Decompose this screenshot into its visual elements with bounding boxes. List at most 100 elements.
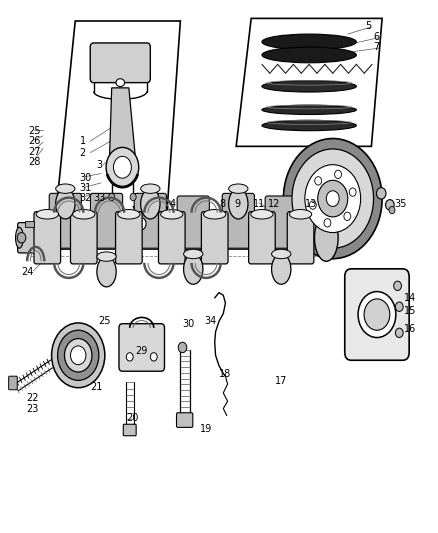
Circle shape xyxy=(394,281,401,290)
Circle shape xyxy=(385,200,394,210)
Text: 34: 34 xyxy=(204,317,216,326)
FancyBboxPatch shape xyxy=(177,196,209,248)
Text: 22: 22 xyxy=(26,393,39,403)
FancyBboxPatch shape xyxy=(134,193,166,248)
Text: 23: 23 xyxy=(26,403,38,414)
Circle shape xyxy=(109,193,115,201)
Text: 2: 2 xyxy=(79,148,86,158)
Text: 8: 8 xyxy=(219,199,225,209)
Ellipse shape xyxy=(262,34,357,50)
Ellipse shape xyxy=(118,209,140,219)
FancyBboxPatch shape xyxy=(265,196,297,248)
Ellipse shape xyxy=(56,189,75,219)
Ellipse shape xyxy=(262,47,357,63)
Circle shape xyxy=(315,176,321,185)
Ellipse shape xyxy=(290,209,312,219)
Text: 18: 18 xyxy=(219,369,231,378)
Text: 25: 25 xyxy=(28,126,40,136)
Circle shape xyxy=(130,193,136,201)
Circle shape xyxy=(136,217,146,230)
Ellipse shape xyxy=(141,184,160,193)
Circle shape xyxy=(377,188,386,199)
Circle shape xyxy=(283,139,382,259)
Circle shape xyxy=(324,219,331,227)
Polygon shape xyxy=(110,88,135,177)
Ellipse shape xyxy=(229,184,248,193)
Text: 24: 24 xyxy=(21,266,34,277)
FancyBboxPatch shape xyxy=(159,212,185,264)
Ellipse shape xyxy=(184,249,203,259)
Text: 9: 9 xyxy=(234,199,240,209)
FancyBboxPatch shape xyxy=(287,212,314,264)
Circle shape xyxy=(318,180,348,217)
Circle shape xyxy=(52,323,105,387)
Circle shape xyxy=(71,346,86,365)
Ellipse shape xyxy=(56,184,75,193)
Circle shape xyxy=(396,302,403,311)
Ellipse shape xyxy=(73,209,95,219)
Text: 16: 16 xyxy=(403,324,416,334)
FancyBboxPatch shape xyxy=(249,212,275,264)
Text: 7: 7 xyxy=(374,42,380,52)
Ellipse shape xyxy=(97,252,116,261)
FancyBboxPatch shape xyxy=(34,212,60,264)
Ellipse shape xyxy=(262,80,357,92)
Text: 5: 5 xyxy=(365,21,371,31)
FancyBboxPatch shape xyxy=(18,223,47,253)
Circle shape xyxy=(106,148,139,187)
Text: 6: 6 xyxy=(374,31,380,42)
Circle shape xyxy=(292,149,374,248)
Circle shape xyxy=(64,338,92,372)
Text: 29: 29 xyxy=(135,346,148,356)
FancyBboxPatch shape xyxy=(90,43,150,83)
Text: 33: 33 xyxy=(93,192,106,203)
Ellipse shape xyxy=(141,189,160,219)
Ellipse shape xyxy=(161,209,183,219)
Text: 14: 14 xyxy=(403,293,416,303)
Text: 30: 30 xyxy=(79,173,92,183)
Text: 13: 13 xyxy=(305,199,317,209)
Text: 35: 35 xyxy=(394,199,406,209)
Text: 21: 21 xyxy=(90,382,102,392)
FancyBboxPatch shape xyxy=(177,413,193,427)
Circle shape xyxy=(358,292,396,337)
FancyBboxPatch shape xyxy=(123,424,136,436)
Text: 4: 4 xyxy=(170,199,176,209)
FancyBboxPatch shape xyxy=(201,212,228,264)
Circle shape xyxy=(326,191,339,206)
Circle shape xyxy=(178,342,187,353)
Ellipse shape xyxy=(272,249,291,259)
Circle shape xyxy=(396,328,403,337)
FancyBboxPatch shape xyxy=(71,212,97,264)
Ellipse shape xyxy=(272,254,291,284)
Text: 19: 19 xyxy=(200,424,212,434)
Circle shape xyxy=(305,165,360,232)
FancyBboxPatch shape xyxy=(119,324,165,371)
Text: 12: 12 xyxy=(268,199,281,209)
Circle shape xyxy=(150,353,157,361)
Text: 28: 28 xyxy=(28,157,40,167)
Text: 20: 20 xyxy=(127,413,139,423)
Circle shape xyxy=(335,170,342,179)
Circle shape xyxy=(344,212,351,221)
Ellipse shape xyxy=(116,79,124,86)
Circle shape xyxy=(389,206,395,214)
FancyBboxPatch shape xyxy=(25,221,34,227)
Ellipse shape xyxy=(97,256,116,287)
Ellipse shape xyxy=(262,120,357,131)
Ellipse shape xyxy=(15,228,23,248)
Text: 15: 15 xyxy=(403,306,416,316)
FancyBboxPatch shape xyxy=(222,193,254,248)
Text: 26: 26 xyxy=(28,136,40,146)
Text: 25: 25 xyxy=(98,317,110,326)
Ellipse shape xyxy=(229,189,248,219)
FancyBboxPatch shape xyxy=(49,193,81,248)
Ellipse shape xyxy=(251,209,273,219)
FancyBboxPatch shape xyxy=(116,212,142,264)
Circle shape xyxy=(126,353,133,361)
Text: 1: 1 xyxy=(79,136,85,146)
Text: 32: 32 xyxy=(79,192,92,203)
Circle shape xyxy=(349,188,356,196)
Text: 17: 17 xyxy=(275,376,287,386)
Text: 31: 31 xyxy=(79,183,92,193)
